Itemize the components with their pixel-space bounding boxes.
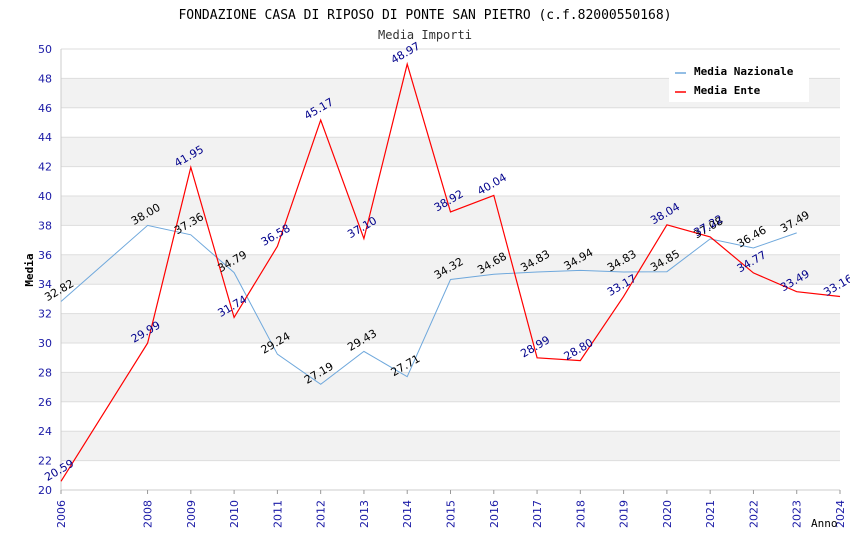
y-tick-label: 48 xyxy=(38,72,52,85)
grid-band xyxy=(61,343,840,373)
grid-band xyxy=(61,166,840,196)
x-tick-label: 2013 xyxy=(358,500,371,528)
x-tick-label: 2023 xyxy=(791,500,804,528)
x-tick-label: 2017 xyxy=(531,500,544,528)
x-tick-label: 2021 xyxy=(704,500,717,528)
chart-subtitle: Media Importi xyxy=(378,28,472,42)
legend-label-ente: Media Ente xyxy=(694,84,761,97)
x-tick-label: 2018 xyxy=(574,500,587,528)
y-tick-label: 46 xyxy=(38,102,52,115)
series-line-nazionale xyxy=(60,224,797,385)
y-tick-label: 30 xyxy=(38,337,52,350)
x-tick-label: 2008 xyxy=(142,500,155,528)
y-axis-label: Media xyxy=(23,253,36,286)
x-tick-label: 2016 xyxy=(488,500,501,528)
x-tick-label: 2020 xyxy=(661,500,674,528)
grid-band xyxy=(61,225,840,255)
x-tick-label: 2006 xyxy=(55,500,68,528)
x-tick-label: 2011 xyxy=(271,500,284,528)
y-tick-label: 34 xyxy=(38,278,52,291)
x-tick-label: 2014 xyxy=(401,500,414,528)
y-tick-label: 40 xyxy=(38,190,52,203)
y-tick-label: 28 xyxy=(38,366,52,379)
x-tick-label: 2010 xyxy=(228,500,241,528)
x-tick-label: 2012 xyxy=(315,500,328,528)
grid-band xyxy=(61,284,840,314)
y-tick-label: 26 xyxy=(38,396,52,409)
grid-band xyxy=(61,401,840,432)
y-tick-label: 24 xyxy=(38,425,52,438)
x-tick-label: 2019 xyxy=(618,500,631,528)
y-tick-label: 50 xyxy=(38,43,52,56)
x-tick-label: 2009 xyxy=(185,500,198,528)
chart-title: FONDAZIONE CASA DI RIPOSO DI PONTE SAN P… xyxy=(178,8,671,23)
grid-band xyxy=(61,431,840,461)
grid-band xyxy=(61,137,840,167)
x-tick-label: 2024 xyxy=(834,500,847,528)
grid-band xyxy=(61,107,840,138)
series-lines xyxy=(60,61,841,482)
y-tick-label: 42 xyxy=(38,161,52,174)
x-axis-label: Anno xyxy=(811,517,838,530)
y-tick-label: 22 xyxy=(38,455,52,468)
x-tick-label: 2015 xyxy=(445,500,458,528)
y-tick-label: 38 xyxy=(38,219,52,232)
legend-label-nazionale: Media Nazionale xyxy=(694,65,794,78)
y-tick-label: 32 xyxy=(38,308,52,321)
grid-band xyxy=(61,313,840,343)
series-line-ente xyxy=(60,61,841,482)
y-axis-ticks: 20 22 24 26 28 30 32 34 36 38 40 42 44 46 48 50 xyxy=(38,43,52,497)
y-tick-label: 36 xyxy=(38,249,52,262)
y-tick-label: 20 xyxy=(38,484,52,497)
grid-band xyxy=(61,460,840,490)
grid-band xyxy=(61,372,840,402)
x-tick-label: 2022 xyxy=(747,500,760,528)
legend-box xyxy=(669,60,809,102)
legend: Media Nazionale Media Ente xyxy=(669,60,809,102)
y-tick-label: 44 xyxy=(38,131,52,144)
x-axis-ticks: 2006 2008 2009 2010 2011 2012 2013 2014 2015 2016… xyxy=(55,490,847,528)
